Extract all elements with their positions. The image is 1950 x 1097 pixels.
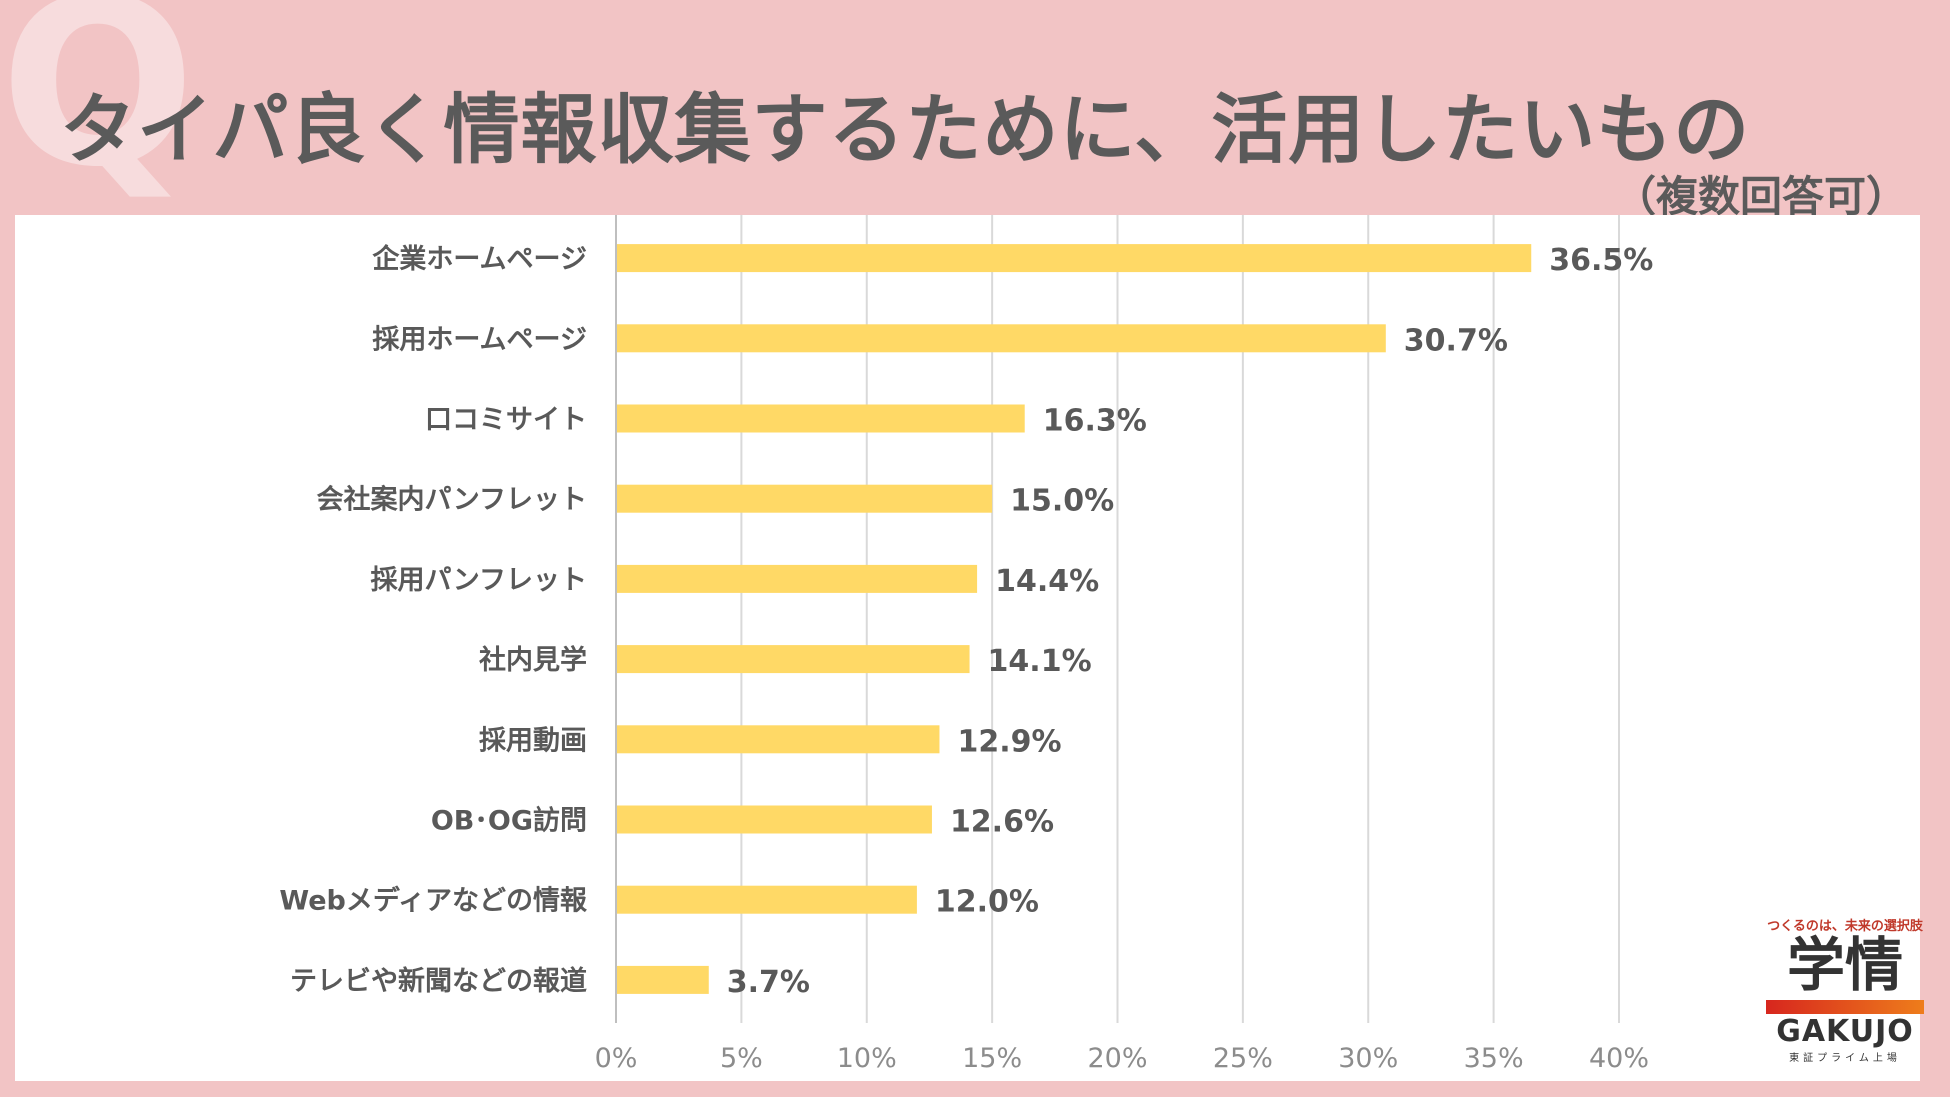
category-label: OB･OG訪問 xyxy=(431,805,587,837)
bar xyxy=(616,404,1025,433)
logo-mark: 学情 xyxy=(1786,931,1903,999)
category-label: 採用動画 xyxy=(479,725,587,756)
logo-accent-bar xyxy=(1766,999,1924,1014)
value-label: 36.5% xyxy=(1549,243,1653,278)
category-label: 社内見学 xyxy=(479,644,587,676)
logo-subtext: 東証プライム上場 xyxy=(1789,1052,1901,1064)
bar xyxy=(616,725,940,754)
bar xyxy=(616,564,978,593)
category-label: 企業ホームページ xyxy=(372,243,587,275)
bar xyxy=(616,244,1532,273)
page-title: タイパ良く情報収集するために、活用したいもの xyxy=(60,85,1751,174)
chart-panel: 0% 5% 10% 15% 20% 25% 30% 35% 40% 企業ホームページ 36.5% 採用… xyxy=(15,215,1920,1081)
value-label: 15.0% xyxy=(1010,484,1114,519)
bar xyxy=(616,965,709,994)
x-tick-label: 10% xyxy=(837,1043,897,1074)
gakujo-logo: つくるのは、未来の選択肢 学情 GAKUJO 東証プライム上場 xyxy=(1760,915,1930,1064)
value-label: 16.3% xyxy=(1043,404,1147,439)
value-label: 12.6% xyxy=(950,805,1054,840)
x-tick-label: 20% xyxy=(1087,1043,1147,1074)
logo-tagline: つくるのは、未来の選択肢 xyxy=(1767,919,1923,934)
value-label: 3.7% xyxy=(727,965,810,1000)
bar xyxy=(616,805,932,834)
page-subtitle: （複数回答可） xyxy=(1613,172,1908,221)
x-tick-label: 35% xyxy=(1464,1043,1524,1074)
bar-chart: 0% 5% 10% 15% 20% 25% 30% 35% 40% 企業ホームページ 36.5% 採用… xyxy=(279,215,1653,1074)
value-label: 12.9% xyxy=(957,724,1061,759)
category-label: 口コミサイト xyxy=(425,405,587,436)
x-tick-label: 5% xyxy=(720,1043,763,1074)
x-tick-label: 0% xyxy=(595,1043,638,1074)
bar xyxy=(616,324,1386,353)
x-tick-label: 25% xyxy=(1213,1043,1273,1074)
bar xyxy=(616,484,993,513)
background-q-mark: Q xyxy=(0,0,196,218)
value-label: 12.0% xyxy=(935,885,1039,920)
category-label: 採用ホームページ xyxy=(372,324,587,355)
category-label: Webメディアなどの情報 xyxy=(279,885,588,917)
x-tick-label: 30% xyxy=(1338,1043,1398,1074)
x-tick-label: 15% xyxy=(962,1043,1022,1074)
value-label: 14.4% xyxy=(995,564,1099,599)
category-label: 採用パンフレット xyxy=(370,565,587,596)
value-label: 14.1% xyxy=(988,644,1092,679)
category-label: 会社案内パンフレット xyxy=(316,484,587,516)
value-label: 30.7% xyxy=(1404,323,1508,358)
logo-name: GAKUJO xyxy=(1776,1013,1914,1049)
x-tick-label: 40% xyxy=(1589,1043,1649,1074)
bar xyxy=(616,885,917,914)
bar xyxy=(616,645,970,674)
category-label: テレビや新聞などの報道 xyxy=(290,965,587,997)
